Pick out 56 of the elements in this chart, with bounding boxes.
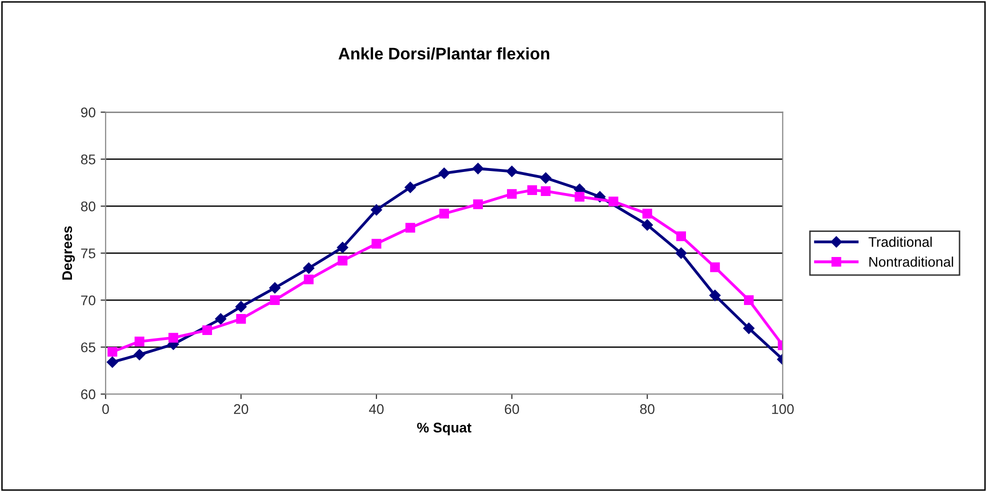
point bbox=[540, 172, 552, 184]
point bbox=[372, 238, 382, 249]
point bbox=[710, 262, 720, 272]
point bbox=[472, 162, 484, 174]
point bbox=[439, 208, 450, 219]
point bbox=[108, 346, 118, 357]
point bbox=[540, 186, 551, 196]
chart-title: Ankle Dorsi/Plantar flexion bbox=[338, 47, 550, 60]
legend-label: Traditional bbox=[868, 236, 932, 247]
point bbox=[235, 301, 247, 312]
x-tick-label: 100 bbox=[772, 404, 794, 414]
x-tick-label: 40 bbox=[369, 404, 384, 414]
point bbox=[338, 256, 348, 266]
y-tick-label: 85 bbox=[81, 154, 96, 164]
y-axis-title: Degrees bbox=[62, 226, 75, 280]
point bbox=[506, 189, 517, 199]
point bbox=[473, 199, 483, 210]
point bbox=[506, 166, 518, 177]
y-tick-label: 60 bbox=[81, 389, 96, 400]
point bbox=[744, 295, 754, 305]
point bbox=[642, 208, 652, 219]
x-axis-title: % Squat bbox=[417, 422, 472, 436]
point bbox=[304, 274, 314, 284]
y-tick-label: 90 bbox=[81, 108, 96, 118]
point bbox=[215, 313, 226, 325]
x-tick-label: 60 bbox=[504, 404, 520, 414]
point bbox=[134, 349, 146, 360]
x-tick-label: 80 bbox=[640, 404, 654, 414]
x-tick-label: 0 bbox=[102, 404, 109, 414]
point bbox=[709, 290, 721, 302]
y-tick-label: 65 bbox=[81, 342, 96, 352]
point bbox=[370, 204, 382, 216]
point bbox=[743, 322, 754, 334]
point bbox=[202, 325, 212, 336]
point bbox=[270, 295, 280, 305]
point bbox=[676, 231, 686, 242]
point bbox=[106, 356, 118, 368]
point bbox=[574, 192, 584, 202]
point bbox=[438, 168, 450, 179]
y-tick-label: 80 bbox=[81, 201, 96, 212]
point bbox=[676, 248, 687, 259]
point bbox=[134, 336, 144, 346]
point bbox=[642, 219, 653, 231]
y-tick-label: 75 bbox=[81, 248, 96, 258]
point bbox=[269, 282, 280, 294]
point bbox=[608, 196, 618, 206]
point bbox=[236, 314, 246, 324]
point bbox=[336, 242, 348, 254]
y-tick-label: 70 bbox=[81, 295, 96, 306]
point bbox=[168, 332, 178, 343]
point bbox=[527, 185, 538, 196]
point bbox=[405, 222, 416, 233]
point bbox=[303, 262, 314, 274]
x-tick-label: 20 bbox=[234, 404, 248, 414]
point bbox=[404, 182, 416, 193]
legend-label: Nontraditional bbox=[869, 256, 954, 267]
